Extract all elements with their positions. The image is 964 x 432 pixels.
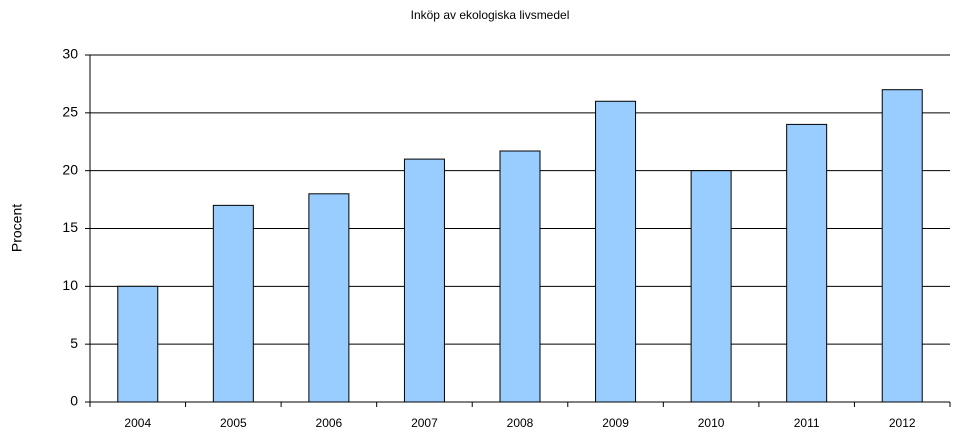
x-tick-label: 2006	[316, 416, 343, 430]
bar	[403, 158, 445, 403]
x-tick-label: 2012	[889, 416, 916, 430]
chart-title: Inköp av ekologiska livsmedel	[411, 8, 570, 22]
bar	[595, 100, 637, 403]
x-tick-label: 2011	[794, 416, 820, 430]
bar	[117, 285, 159, 403]
y-tick-label: 5	[70, 335, 78, 351]
bar	[881, 89, 923, 403]
bar	[690, 170, 732, 403]
y-tick-label: 0	[70, 393, 78, 409]
bar	[786, 123, 828, 403]
x-tick-label: 2008	[507, 416, 534, 430]
y-tick-label: 30	[62, 46, 78, 62]
y-axis-label: Procent	[9, 204, 25, 252]
bar	[499, 150, 541, 403]
bar	[308, 193, 350, 403]
y-tick-label: 25	[62, 104, 78, 120]
x-tick-label: 2005	[220, 416, 247, 430]
x-tick-label: 2007	[411, 416, 438, 430]
y-tick-label: 15	[62, 219, 78, 235]
x-tick-label: 2010	[698, 416, 725, 430]
y-tick-label: 10	[62, 277, 78, 293]
x-tick-label: 2004	[124, 416, 151, 430]
y-tick-label: 20	[62, 161, 78, 177]
x-tick-label: 2009	[602, 416, 629, 430]
bar	[212, 204, 254, 403]
